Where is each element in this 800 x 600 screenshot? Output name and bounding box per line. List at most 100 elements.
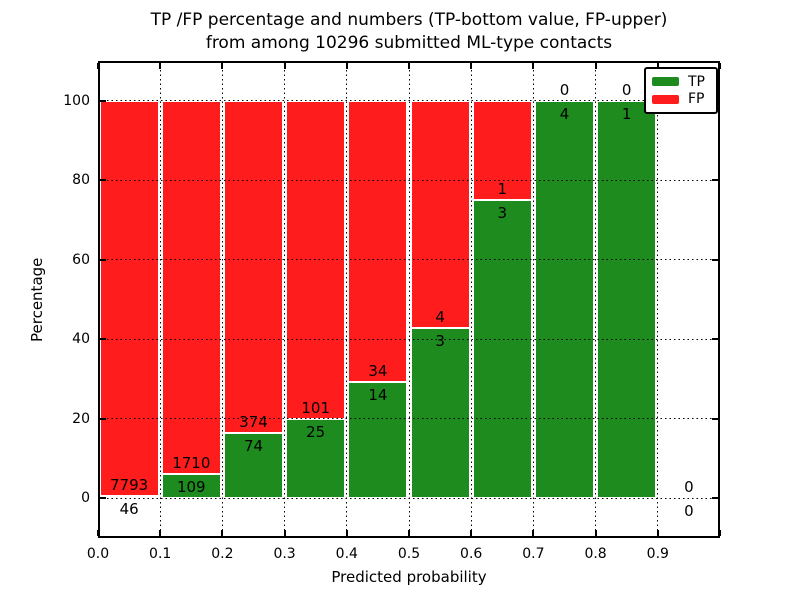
bar-segment-tp bbox=[161, 474, 221, 499]
grid-line-vertical bbox=[221, 61, 223, 538]
grid-line-vertical bbox=[470, 61, 472, 538]
y-tick-mark bbox=[712, 497, 718, 500]
y-tick-mark bbox=[712, 338, 718, 341]
fp-count-label: 101 bbox=[301, 399, 330, 418]
x-tick-label: 0.5 bbox=[397, 546, 421, 562]
bar-segment-fp bbox=[161, 100, 221, 475]
tp-count-label: 1 bbox=[621, 104, 632, 123]
fp-count-label: 4 bbox=[435, 307, 445, 326]
chart-title: TP /FP percentage and numbers (TP-bottom… bbox=[98, 9, 720, 55]
tp-count-label: 3 bbox=[497, 204, 508, 223]
tp-count-label: 4 bbox=[559, 104, 570, 123]
fp-count-label: 1 bbox=[497, 180, 508, 199]
legend-label-tp: TP bbox=[688, 73, 705, 90]
y-tick-label: 20 bbox=[72, 410, 90, 427]
tp-count-label: 109 bbox=[176, 478, 206, 497]
fp-count-label: 0 bbox=[684, 478, 694, 497]
tp-count-label: 3 bbox=[435, 331, 445, 350]
bar-segment-tp bbox=[223, 432, 284, 499]
fp-count-label: 0 bbox=[559, 80, 570, 99]
bar-segment-fp bbox=[223, 100, 284, 433]
fp-count-label: 34 bbox=[368, 362, 388, 381]
chart-title-line1: TP /FP percentage and numbers (TP-bottom… bbox=[150, 10, 668, 30]
x-tick-mark bbox=[345, 530, 348, 536]
y-tick-mark bbox=[100, 179, 106, 182]
x-tick-mark bbox=[159, 530, 162, 536]
x-tick-label: 0.2 bbox=[211, 546, 234, 562]
x-tick-mark bbox=[532, 530, 535, 536]
tp-count-label: 74 bbox=[243, 436, 264, 455]
x-tick-mark bbox=[719, 63, 721, 69]
x-tick-mark bbox=[470, 530, 473, 536]
tp-count-label: 25 bbox=[306, 423, 326, 442]
spine-bottom bbox=[98, 536, 720, 538]
fp-count-label: 1710 bbox=[172, 454, 211, 473]
x-tick-mark bbox=[283, 530, 286, 536]
spine-right bbox=[718, 61, 720, 538]
y-tick-mark bbox=[712, 179, 718, 182]
legend-item-tp: TP bbox=[652, 75, 710, 89]
tp-color-swatch bbox=[652, 77, 679, 87]
x-tick-mark bbox=[719, 530, 721, 536]
x-tick-mark bbox=[594, 63, 597, 69]
y-tick-mark bbox=[100, 258, 106, 261]
x-tick-label: 0.3 bbox=[273, 546, 296, 562]
tp-count-label: 14 bbox=[368, 386, 388, 405]
bar-segment-fp bbox=[472, 100, 532, 201]
y-tick-label: 0 bbox=[81, 490, 90, 507]
x-tick-mark bbox=[532, 63, 535, 69]
x-tick-mark bbox=[97, 530, 99, 536]
fp-count-label: 7793 bbox=[110, 475, 149, 494]
bar-segment-tp bbox=[410, 327, 470, 499]
grid-line-vertical bbox=[159, 61, 161, 538]
spine-top bbox=[98, 61, 720, 63]
x-tick-mark bbox=[408, 63, 410, 69]
y-tick-mark bbox=[712, 258, 718, 261]
y-tick-mark bbox=[100, 99, 106, 102]
y-axis-label: Percentage bbox=[28, 257, 46, 342]
legend: TP FP bbox=[644, 67, 718, 114]
bar-segment-tp bbox=[597, 100, 657, 499]
grid-line-vertical bbox=[284, 61, 286, 538]
x-tick-label: 0.8 bbox=[584, 546, 607, 562]
bar-segment-tp bbox=[472, 200, 532, 499]
spine-left bbox=[98, 61, 100, 538]
x-tick-mark bbox=[283, 63, 286, 69]
bar-segment-fp bbox=[348, 100, 408, 383]
plot-area: 7793 46 1710 109 374 74 101 25 34 14 4 3 1 3 0 4 0 1 0 0 0.0… bbox=[63, 61, 721, 562]
y-tick-label: 80 bbox=[72, 172, 90, 189]
grid-line-vertical bbox=[346, 61, 348, 538]
x-tick-mark bbox=[470, 63, 473, 69]
tp-count-label: 46 bbox=[119, 499, 139, 518]
x-tick-label: 0.7 bbox=[522, 546, 545, 562]
bar-segment-fp bbox=[99, 100, 159, 496]
grid-line-vertical bbox=[532, 61, 534, 538]
y-tick-mark bbox=[100, 497, 106, 500]
grid-line-vertical bbox=[595, 61, 597, 538]
x-tick-label: 0.9 bbox=[646, 546, 669, 562]
x-tick-mark bbox=[594, 530, 597, 536]
y-tick-label: 40 bbox=[72, 331, 90, 348]
grid-line-vertical bbox=[408, 61, 410, 538]
tp-count-label: 0 bbox=[684, 502, 694, 521]
y-tick-label: 100 bbox=[63, 92, 90, 109]
fp-count-label: 374 bbox=[239, 412, 268, 431]
x-tick-mark bbox=[408, 530, 410, 536]
x-tick-mark bbox=[221, 530, 224, 536]
y-tick-mark bbox=[100, 417, 106, 420]
bar-segment-tp bbox=[286, 419, 346, 499]
x-tick-mark bbox=[221, 63, 224, 69]
bar-segment-tp bbox=[534, 100, 595, 499]
y-tick-mark bbox=[100, 338, 106, 341]
x-axis-label: Predicted probability bbox=[331, 568, 487, 586]
x-tick-label: 0.0 bbox=[86, 546, 110, 562]
x-tick-mark bbox=[97, 63, 99, 69]
y-tick-mark bbox=[712, 417, 718, 420]
x-tick-label: 0.6 bbox=[460, 546, 483, 562]
fp-count-label: 0 bbox=[621, 80, 632, 99]
fp-color-swatch bbox=[652, 94, 679, 104]
bar-segment-tp bbox=[348, 382, 408, 499]
x-tick-mark bbox=[159, 63, 162, 69]
bar-segment-fp bbox=[410, 100, 470, 328]
